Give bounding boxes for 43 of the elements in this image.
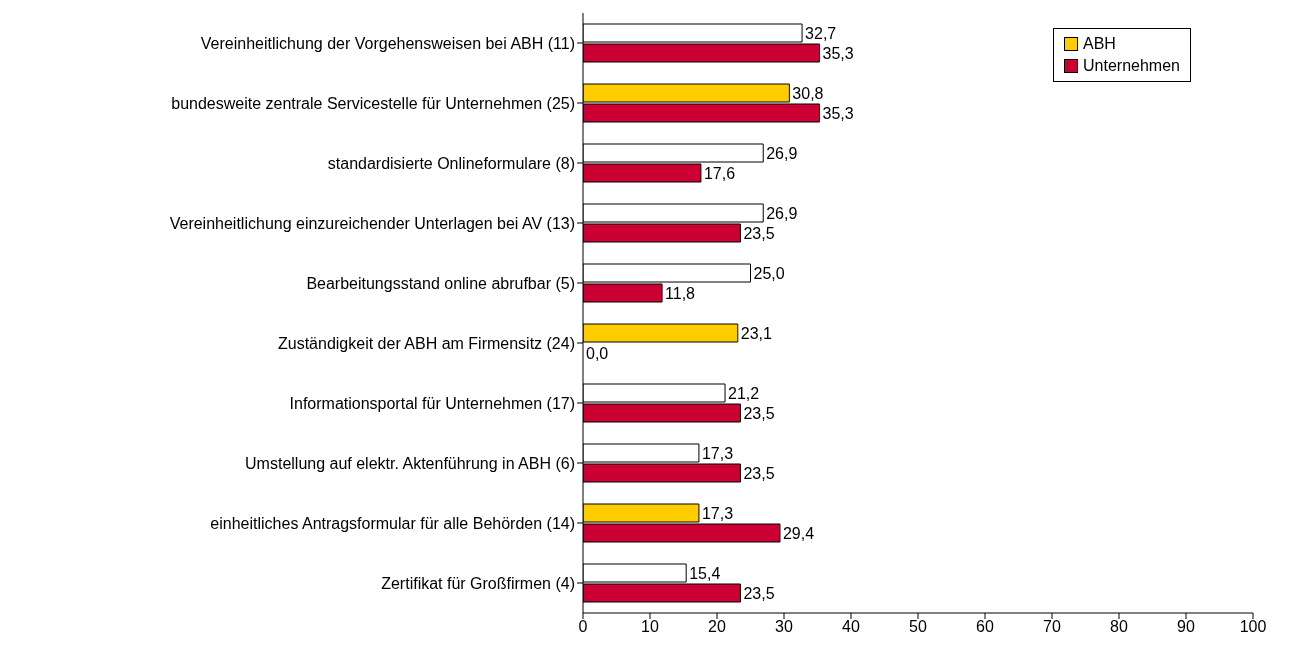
legend-label: Unternehmen bbox=[1083, 56, 1180, 76]
y-tick-label: Zuständigkeit der ABH am Firmensitz (24) bbox=[278, 334, 575, 352]
y-tick-label: bundesweite zentrale Servicestelle für Unternehmen (25) bbox=[171, 94, 575, 112]
x-tick-label: 50 bbox=[909, 618, 927, 636]
data-label: 29,4 bbox=[782, 525, 815, 542]
data-label: 26,9 bbox=[766, 205, 798, 222]
data-label: 35,3 bbox=[822, 105, 854, 122]
x-tick-label: 20 bbox=[708, 618, 726, 636]
data-label: 32,7 bbox=[805, 25, 837, 42]
data-label: 23,5 bbox=[743, 405, 775, 422]
data-label: 23,5 bbox=[743, 585, 775, 602]
data-label: 11,8 bbox=[665, 285, 696, 302]
data-label: 23,5 bbox=[743, 225, 775, 242]
y-tick-label: Informationsportal für Unternehmen (17) bbox=[289, 394, 575, 412]
x-tick-label: 80 bbox=[1110, 618, 1128, 636]
data-label: 21,2 bbox=[728, 385, 760, 402]
data-label: 17,3 bbox=[701, 505, 734, 522]
x-tick-label: 10 bbox=[641, 618, 659, 636]
x-tick-label: 60 bbox=[976, 618, 994, 636]
data-label: 35,3 bbox=[822, 45, 854, 62]
y-tick-label: einheitliches Antragsformular für alle Behörden (14) bbox=[210, 514, 575, 532]
data-label: 17,6 bbox=[703, 165, 736, 182]
x-tick-label: 40 bbox=[842, 618, 860, 636]
data-label: 30,8 bbox=[792, 85, 824, 102]
x-tick-label: 70 bbox=[1043, 618, 1061, 636]
y-tick-label: Vereinheitlichung einzureichender Unterlagen bei AV (13) bbox=[169, 214, 575, 232]
y-tick-label: Vereinheitlichung der Vorgehensweisen bei ABH (11) bbox=[200, 34, 575, 52]
data-label: 25,0 bbox=[753, 265, 785, 282]
x-tick-label: 0 bbox=[578, 618, 588, 636]
y-tick-label: Zertifikat für Großfirmen (4) bbox=[381, 574, 575, 592]
data-label: 26,9 bbox=[766, 145, 798, 162]
x-tick-label: 100 bbox=[1239, 618, 1267, 636]
data-label: 23,5 bbox=[743, 465, 775, 482]
y-tick-label: Umstellung auf elektr. Aktenführung in ABH (6) bbox=[245, 454, 575, 472]
legend-label: ABH bbox=[1083, 34, 1116, 54]
x-tick-label: 30 bbox=[775, 618, 793, 636]
y-tick-label: Bearbeitungsstand online abrufbar (5) bbox=[306, 274, 575, 292]
data-label: 15,4 bbox=[689, 565, 721, 582]
data-label: 23,1 bbox=[740, 325, 773, 342]
x-tick-label: 90 bbox=[1177, 618, 1195, 636]
y-tick-label: standardisierte Onlineformulare (8) bbox=[327, 154, 575, 172]
data-label: 17,3 bbox=[701, 445, 734, 462]
data-label: 0,0 bbox=[586, 345, 609, 362]
